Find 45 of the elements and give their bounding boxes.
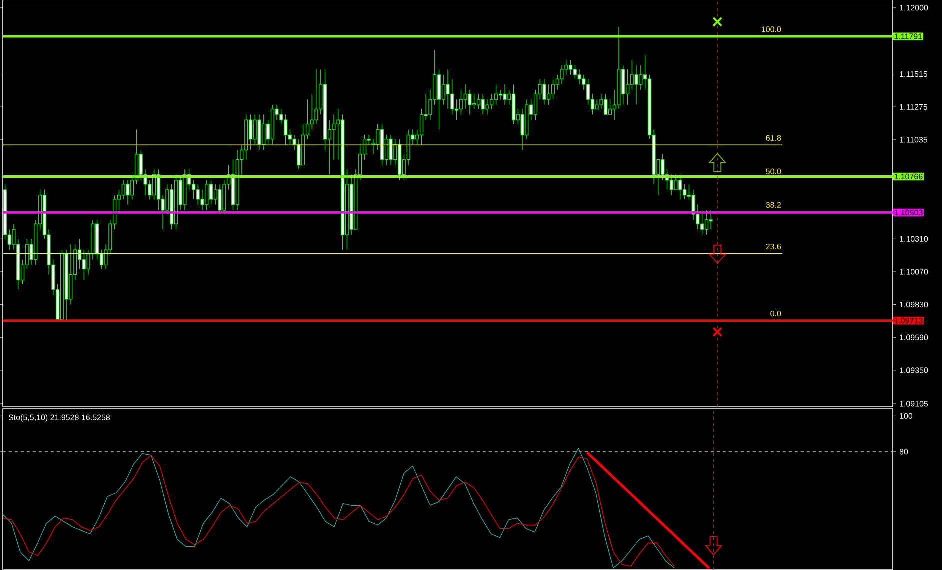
candlestick (389, 134, 393, 166)
annotation: 23.6 (766, 244, 782, 250)
candlestick (218, 184, 222, 215)
ref-line-label: 1.10766 (894, 174, 923, 180)
ref-line-label: 1.09713 (894, 318, 923, 324)
candlestick (595, 99, 599, 110)
candlestick (122, 180, 126, 200)
annotation: 50.0 (766, 168, 782, 174)
candlestick (503, 84, 507, 106)
annotation: 61.8 (766, 135, 782, 141)
candlestick (639, 65, 643, 90)
y-tick-label: 1.11515 (900, 71, 928, 78)
annotation: 0.0 (770, 310, 782, 317)
y-tick-label: 1.09105 (900, 401, 928, 407)
candlestick (481, 94, 485, 115)
candlestick (126, 180, 130, 206)
text: Sto(5,5,10) 21.9528 16.5258 (8, 414, 110, 422)
y-tick-label: 1.11035 (900, 137, 928, 143)
y-tick-label: 1.09830 (900, 302, 928, 308)
candlestick (520, 108, 524, 151)
y-tick-label: 1.11275 (900, 104, 928, 110)
candlestick (486, 99, 490, 115)
candlestick (709, 210, 713, 230)
candlestick (332, 114, 336, 160)
candlestick (674, 174, 678, 190)
candlestick (542, 78, 546, 106)
y-tick-label: 1.09350 (900, 368, 928, 374)
y-tick-label: 100 (900, 413, 913, 419)
y-tick-label: 1.10070 (900, 269, 928, 275)
annotation: 38.2 (766, 202, 782, 208)
candlestick (314, 69, 318, 125)
candlestick (578, 69, 582, 85)
candlestick (464, 84, 468, 110)
candlestick (634, 65, 638, 106)
candlestick (560, 65, 564, 85)
ref-line-label: 1.10503 (894, 210, 923, 216)
candlestick (446, 69, 450, 110)
y-tick-label: 1.10310 (900, 236, 928, 242)
annotation: 100.0 (762, 26, 782, 32)
candlestick (297, 138, 301, 170)
ref-line-label: 1.11791 (894, 34, 922, 40)
y-tick-label: 80 (900, 449, 908, 455)
candlestick (468, 90, 472, 115)
y-tick-label: 1.12000 (900, 5, 928, 11)
y-tick-label: 1.09590 (900, 334, 928, 340)
